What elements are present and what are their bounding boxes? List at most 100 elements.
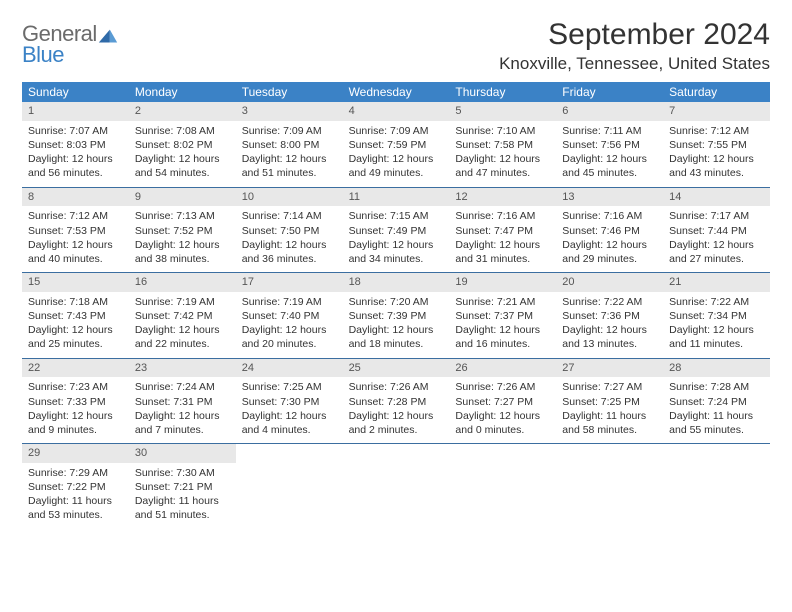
day-cell: [663, 444, 770, 529]
sunrise-line: Sunrise: 7:29 AM: [22, 466, 129, 480]
location: Knoxville, Tennessee, United States: [499, 54, 770, 74]
day-cell: 25Sunrise: 7:26 AMSunset: 7:28 PMDayligh…: [343, 359, 450, 444]
sunrise-line: Sunrise: 7:07 AM: [22, 124, 129, 138]
day-number: 13: [556, 188, 663, 207]
sunset-line: Sunset: 8:02 PM: [129, 138, 236, 152]
day-number: 1: [22, 102, 129, 121]
day-cell: [449, 444, 556, 529]
sunset-line: Sunset: 7:24 PM: [663, 395, 770, 409]
day-number: 11: [343, 188, 450, 207]
weekday-label: Wednesday: [343, 82, 450, 102]
day-number: 18: [343, 273, 450, 292]
sunset-line: Sunset: 7:58 PM: [449, 138, 556, 152]
sunrise-line: Sunrise: 7:08 AM: [129, 124, 236, 138]
daylight-line: Daylight: 12 hours and 9 minutes.: [22, 409, 129, 437]
day-number: 22: [22, 359, 129, 378]
day-cell: 29Sunrise: 7:29 AMSunset: 7:22 PMDayligh…: [22, 444, 129, 529]
sunset-line: Sunset: 7:52 PM: [129, 224, 236, 238]
day-number: 9: [129, 188, 236, 207]
day-cell: 28Sunrise: 7:28 AMSunset: 7:24 PMDayligh…: [663, 359, 770, 444]
sunrise-line: Sunrise: 7:20 AM: [343, 295, 450, 309]
sunset-line: Sunset: 7:43 PM: [22, 309, 129, 323]
daylight-line: Daylight: 12 hours and 18 minutes.: [343, 323, 450, 351]
day-number: 7: [663, 102, 770, 121]
day-number: 10: [236, 188, 343, 207]
daylight-line: Daylight: 12 hours and 47 minutes.: [449, 152, 556, 180]
daylight-line: Daylight: 12 hours and 51 minutes.: [236, 152, 343, 180]
sunrise-line: Sunrise: 7:28 AM: [663, 380, 770, 394]
sunrise-line: Sunrise: 7:30 AM: [129, 466, 236, 480]
daylight-line: Daylight: 12 hours and 11 minutes.: [663, 323, 770, 351]
day-cell: 12Sunrise: 7:16 AMSunset: 7:47 PMDayligh…: [449, 188, 556, 273]
weekday-label: Friday: [556, 82, 663, 102]
day-number: 15: [22, 273, 129, 292]
day-number: 30: [129, 444, 236, 463]
daylight-line: Daylight: 12 hours and 20 minutes.: [236, 323, 343, 351]
sunset-line: Sunset: 7:33 PM: [22, 395, 129, 409]
sunset-line: Sunset: 7:25 PM: [556, 395, 663, 409]
day-cell: 3Sunrise: 7:09 AMSunset: 8:00 PMDaylight…: [236, 102, 343, 187]
daylight-line: Daylight: 12 hours and 13 minutes.: [556, 323, 663, 351]
weekday-header: SundayMondayTuesdayWednesdayThursdayFrid…: [22, 82, 770, 102]
sunset-line: Sunset: 7:34 PM: [663, 309, 770, 323]
day-number: 20: [556, 273, 663, 292]
logo-word-blue: Blue: [22, 42, 64, 67]
day-cell: 26Sunrise: 7:26 AMSunset: 7:27 PMDayligh…: [449, 359, 556, 444]
daylight-line: Daylight: 12 hours and 22 minutes.: [129, 323, 236, 351]
logo-triangle-icon: [97, 26, 119, 48]
weekday-label: Monday: [129, 82, 236, 102]
day-cell: 24Sunrise: 7:25 AMSunset: 7:30 PMDayligh…: [236, 359, 343, 444]
sunrise-line: Sunrise: 7:24 AM: [129, 380, 236, 394]
day-number: 29: [22, 444, 129, 463]
day-number: 3: [236, 102, 343, 121]
day-cell: 13Sunrise: 7:16 AMSunset: 7:46 PMDayligh…: [556, 188, 663, 273]
sunrise-line: Sunrise: 7:15 AM: [343, 209, 450, 223]
day-cell: 9Sunrise: 7:13 AMSunset: 7:52 PMDaylight…: [129, 188, 236, 273]
day-cell: 27Sunrise: 7:27 AMSunset: 7:25 PMDayligh…: [556, 359, 663, 444]
sunrise-line: Sunrise: 7:18 AM: [22, 295, 129, 309]
daylight-line: Daylight: 11 hours and 55 minutes.: [663, 409, 770, 437]
day-cell: 10Sunrise: 7:14 AMSunset: 7:50 PMDayligh…: [236, 188, 343, 273]
day-cell: 21Sunrise: 7:22 AMSunset: 7:34 PMDayligh…: [663, 273, 770, 358]
sunset-line: Sunset: 7:27 PM: [449, 395, 556, 409]
day-number: 19: [449, 273, 556, 292]
sunrise-line: Sunrise: 7:27 AM: [556, 380, 663, 394]
sunrise-line: Sunrise: 7:10 AM: [449, 124, 556, 138]
sunset-line: Sunset: 7:53 PM: [22, 224, 129, 238]
daylight-line: Daylight: 12 hours and 29 minutes.: [556, 238, 663, 266]
weekday-label: Tuesday: [236, 82, 343, 102]
day-number: 14: [663, 188, 770, 207]
sunrise-line: Sunrise: 7:25 AM: [236, 380, 343, 394]
sunset-line: Sunset: 7:59 PM: [343, 138, 450, 152]
sunset-line: Sunset: 7:47 PM: [449, 224, 556, 238]
sunset-line: Sunset: 7:50 PM: [236, 224, 343, 238]
sunset-line: Sunset: 8:00 PM: [236, 138, 343, 152]
daylight-line: Daylight: 12 hours and 0 minutes.: [449, 409, 556, 437]
day-cell: 8Sunrise: 7:12 AMSunset: 7:53 PMDaylight…: [22, 188, 129, 273]
logo-text: General Blue: [22, 24, 97, 66]
day-cell: 4Sunrise: 7:09 AMSunset: 7:59 PMDaylight…: [343, 102, 450, 187]
week-row: 22Sunrise: 7:23 AMSunset: 7:33 PMDayligh…: [22, 359, 770, 445]
sunrise-line: Sunrise: 7:26 AM: [343, 380, 450, 394]
daylight-line: Daylight: 12 hours and 25 minutes.: [22, 323, 129, 351]
sunrise-line: Sunrise: 7:26 AM: [449, 380, 556, 394]
day-cell: [236, 444, 343, 529]
daylight-line: Daylight: 12 hours and 45 minutes.: [556, 152, 663, 180]
day-cell: 16Sunrise: 7:19 AMSunset: 7:42 PMDayligh…: [129, 273, 236, 358]
sunrise-line: Sunrise: 7:11 AM: [556, 124, 663, 138]
daylight-line: Daylight: 12 hours and 7 minutes.: [129, 409, 236, 437]
daylight-line: Daylight: 12 hours and 4 minutes.: [236, 409, 343, 437]
daylight-line: Daylight: 12 hours and 40 minutes.: [22, 238, 129, 266]
day-cell: 18Sunrise: 7:20 AMSunset: 7:39 PMDayligh…: [343, 273, 450, 358]
sunset-line: Sunset: 8:03 PM: [22, 138, 129, 152]
day-number: 24: [236, 359, 343, 378]
sunrise-line: Sunrise: 7:23 AM: [22, 380, 129, 394]
sunset-line: Sunset: 7:40 PM: [236, 309, 343, 323]
day-cell: 11Sunrise: 7:15 AMSunset: 7:49 PMDayligh…: [343, 188, 450, 273]
day-number: 16: [129, 273, 236, 292]
daylight-line: Daylight: 12 hours and 54 minutes.: [129, 152, 236, 180]
day-number: 4: [343, 102, 450, 121]
daylight-line: Daylight: 12 hours and 43 minutes.: [663, 152, 770, 180]
sunset-line: Sunset: 7:31 PM: [129, 395, 236, 409]
day-cell: 22 Sunrise: 7:23 AMSunset: 7:33 PMDayligh…: [22, 359, 129, 444]
